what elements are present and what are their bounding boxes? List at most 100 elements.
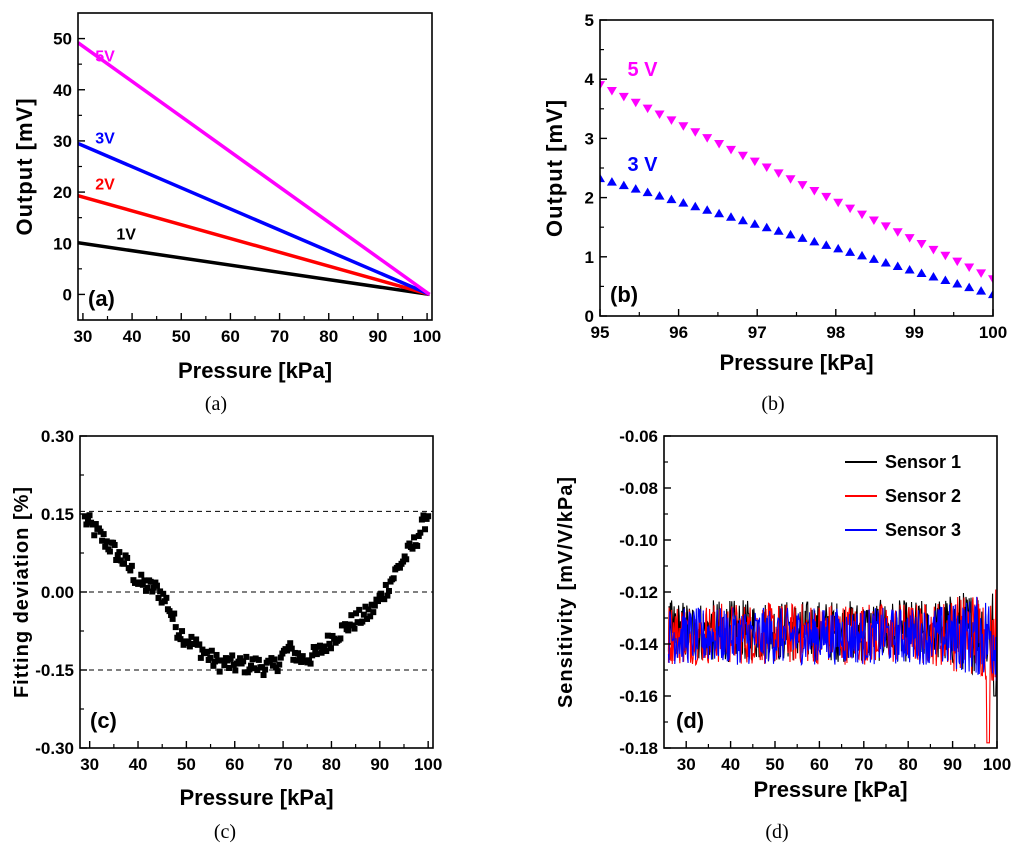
x-tick-label: 95 — [591, 323, 610, 342]
data-point — [224, 657, 231, 664]
x-tick-label: 80 — [319, 327, 338, 346]
data-point — [208, 647, 215, 654]
data-point — [163, 594, 170, 601]
data-point — [99, 537, 106, 544]
data-point — [690, 201, 701, 211]
data-point — [976, 269, 987, 278]
data-point — [81, 513, 88, 520]
data-point — [737, 215, 748, 225]
data-point — [147, 578, 154, 585]
data-point — [276, 661, 283, 668]
data-point — [600, 81, 605, 90]
data-point — [773, 169, 784, 178]
data-point — [773, 226, 784, 235]
data-point — [845, 204, 856, 214]
data-point — [857, 210, 867, 220]
data-point — [258, 664, 265, 671]
data-point — [381, 596, 388, 603]
data-point — [916, 268, 927, 277]
data-point — [288, 645, 295, 652]
y-tick-label: 40 — [53, 81, 72, 100]
data-point — [654, 191, 665, 200]
data-point — [227, 655, 234, 662]
y-tick-label: -0.06 — [619, 427, 658, 446]
data-point — [331, 635, 338, 642]
data-point — [306, 657, 313, 664]
data-point — [737, 151, 748, 161]
data-point — [179, 628, 186, 635]
data-point — [666, 116, 677, 125]
x-tick-label: 70 — [270, 327, 289, 346]
data-point — [266, 658, 273, 665]
x-tick-label: 50 — [766, 755, 785, 774]
data-point — [642, 104, 653, 114]
data-point — [211, 658, 218, 665]
series-annotation: 5 V — [628, 59, 659, 81]
data-point — [654, 110, 665, 120]
data-point — [89, 521, 96, 528]
data-point — [241, 669, 248, 676]
data-point — [169, 615, 176, 622]
data-point — [952, 257, 963, 267]
y-tick-label: 10 — [53, 234, 72, 253]
data-point — [248, 662, 255, 669]
data-point — [240, 658, 247, 665]
data-point — [797, 233, 808, 242]
x-tick-label: 40 — [123, 327, 142, 346]
y-tick-label: -0.16 — [619, 687, 658, 706]
data-point — [262, 666, 269, 673]
data-group — [667, 589, 997, 744]
data-point — [273, 664, 280, 671]
y-tick-label: -0.10 — [619, 531, 658, 550]
x-tick-label: 50 — [172, 327, 191, 346]
y-axis-label: Output [mV] — [12, 97, 37, 235]
series-line-3V — [78, 141, 431, 297]
figure-caption: (a) — [205, 393, 227, 415]
x-tick-label: 70 — [274, 755, 293, 774]
data-point — [117, 557, 124, 564]
data-point — [415, 532, 422, 539]
data-point — [321, 643, 328, 650]
data-point — [199, 646, 206, 653]
data-point — [106, 548, 113, 555]
data-point — [166, 608, 173, 615]
data-point — [809, 187, 820, 196]
data-point — [204, 648, 211, 655]
data-point — [964, 263, 975, 273]
data-point — [892, 228, 903, 237]
data-point — [749, 157, 760, 167]
series-annotation: 1V — [116, 227, 136, 244]
data-point — [293, 657, 300, 664]
data-point — [172, 624, 179, 631]
data-point — [342, 621, 349, 628]
data-point — [153, 582, 160, 589]
data-point — [284, 647, 291, 654]
data-point — [411, 534, 418, 541]
data-point — [618, 92, 629, 102]
x-tick-label: 40 — [721, 755, 740, 774]
data-point — [345, 627, 352, 634]
data-point — [364, 615, 371, 622]
panel-label: (b) — [610, 282, 638, 307]
x-tick-label: 70 — [854, 755, 873, 774]
data-point — [230, 661, 237, 668]
x-tick-label: 30 — [80, 755, 99, 774]
y-tick-label: 0.30 — [41, 427, 74, 446]
data-point — [988, 289, 993, 299]
data-point — [185, 638, 192, 645]
data-point — [177, 636, 184, 643]
data-point — [378, 590, 385, 597]
series-line-2V — [78, 193, 431, 297]
data-point — [904, 234, 915, 243]
data-point — [425, 513, 432, 520]
data-point — [180, 641, 187, 648]
x-axis-label: Pressure [kPa] — [179, 785, 333, 810]
data-point — [191, 640, 198, 647]
data-point — [928, 272, 939, 281]
data-point — [414, 542, 421, 549]
data-point — [880, 257, 891, 267]
x-tick-label: 40 — [129, 755, 148, 774]
y-tick-label: 5 — [585, 11, 594, 30]
plot-frame — [599, 19, 994, 317]
